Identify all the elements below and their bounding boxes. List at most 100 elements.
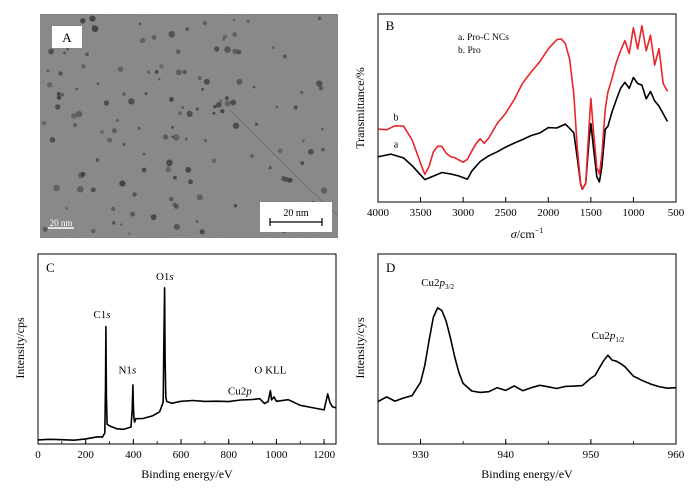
nanocrystal-dot bbox=[224, 100, 231, 107]
peak-annotation: Cu2p bbox=[228, 385, 252, 397]
panel-c-xps-survey-chart: 0 200 400 600 800 1000 1200 C C1s N1s O1s O KLLCu2p… bbox=[13, 253, 337, 481]
nanocrystal-dot bbox=[46, 69, 50, 73]
panel-b-label-box bbox=[380, 16, 400, 34]
legend-entry-a: a. Pro-C NCs bbox=[458, 33, 509, 43]
nanocrystal-dot bbox=[42, 226, 48, 232]
plot-frame bbox=[37, 253, 337, 445]
x-tick-label: 600 bbox=[173, 449, 190, 461]
nanocrystal-dot bbox=[275, 105, 279, 109]
nanocrystal-dot bbox=[252, 85, 256, 89]
nanocrystal-dot bbox=[195, 220, 199, 224]
nanocrystal-dot bbox=[141, 167, 147, 173]
nanocrystal-dot bbox=[95, 158, 100, 162]
nanocrystal-dot bbox=[197, 76, 202, 81]
nanocrystal-dot bbox=[246, 19, 250, 23]
nanocrystal-dot bbox=[232, 32, 237, 37]
panel-d-label: D bbox=[386, 260, 395, 275]
inset-scale-bar-label: 20 nm bbox=[283, 208, 309, 219]
nanocrystal-dot bbox=[56, 95, 62, 100]
nanocrystal-dot bbox=[116, 119, 119, 122]
nanocrystal-dot bbox=[220, 109, 225, 114]
nanocrystal-dot bbox=[196, 194, 203, 201]
nanocrystal-dot bbox=[112, 221, 116, 225]
panel-b-label: B bbox=[386, 18, 395, 33]
nanocrystal-dot bbox=[230, 99, 237, 106]
nanocrystal-dot bbox=[100, 130, 104, 134]
nanocrystal-dot bbox=[203, 139, 207, 142]
nanocrystal-dot bbox=[166, 159, 173, 167]
y-axis-label: Intensity/cys bbox=[353, 317, 367, 379]
nanocrystal-dot bbox=[130, 211, 136, 217]
nanocrystal-dot bbox=[250, 154, 254, 158]
nanocrystal-dot bbox=[91, 24, 95, 28]
nanocrystal-dot bbox=[185, 166, 192, 173]
peak-annotation: Cu2p3/2 bbox=[421, 277, 454, 291]
y-axis-label: Transmittance/% bbox=[353, 67, 367, 149]
nanocrystal-dot bbox=[48, 48, 54, 55]
nanocrystal-dot bbox=[111, 206, 116, 212]
nanocrystal-dot bbox=[168, 31, 175, 38]
nanocrystal-dot bbox=[128, 232, 131, 235]
series-line-spectrum bbox=[37, 287, 337, 441]
nanocrystal-dot bbox=[151, 35, 157, 40]
nanocrystal-dot bbox=[91, 25, 99, 33]
nanocrystal-dot bbox=[186, 110, 193, 117]
bottom-scale-bar-label: 20 nm bbox=[50, 218, 73, 228]
nanocrystal-dot bbox=[172, 202, 177, 207]
nanocrystal-dot bbox=[268, 166, 272, 170]
tem-image-background bbox=[40, 14, 338, 238]
panel-b-ftir-chart: 4000 3500 3000 2500 2000 1500 1000 500 Ba. Pro-C… bbox=[353, 13, 685, 241]
nanocrystal-dot bbox=[55, 104, 61, 110]
nanocrystal-dot bbox=[111, 128, 117, 134]
nanocrystal-dot bbox=[254, 122, 259, 127]
peak-annotation: Cu2p1/2 bbox=[591, 330, 624, 344]
nanocrystal-dot bbox=[173, 203, 179, 209]
nanocrystal-dot bbox=[91, 228, 96, 234]
nanocrystal-dot bbox=[182, 70, 187, 75]
nanocrystal-dot bbox=[224, 46, 231, 53]
nanocrystal-dot bbox=[71, 113, 77, 119]
nanocrystal-dot bbox=[139, 37, 146, 44]
nanocrystal-dot bbox=[119, 180, 126, 187]
peak-annotation: N1s bbox=[118, 364, 136, 376]
nanocrystal-dot bbox=[41, 121, 47, 126]
peak-annotation: O KLL bbox=[254, 364, 286, 376]
x-tick-label: 1000 bbox=[622, 207, 645, 219]
x-tick-label: 4000 bbox=[367, 207, 390, 219]
nanocrystal-dot bbox=[212, 111, 216, 115]
nanocrystal-dots bbox=[41, 15, 328, 235]
nanocrystal-dot bbox=[144, 92, 148, 95]
nanocrystal-dot bbox=[117, 66, 124, 72]
nanocrystal-dot bbox=[162, 134, 169, 140]
nanocrystal-dot bbox=[271, 45, 275, 50]
nanocrystal-dot bbox=[173, 175, 177, 180]
nanocrystal-dot bbox=[214, 46, 220, 52]
nanocrystal-dot bbox=[320, 187, 328, 194]
x-tick-label: 0 bbox=[35, 449, 41, 461]
nanocrystal-dot bbox=[138, 22, 142, 26]
series-label-a: a bbox=[394, 139, 399, 150]
nanocrystal-dot bbox=[236, 78, 243, 85]
x-tick-label: 2500 bbox=[495, 207, 518, 219]
x-tick-label: 3000 bbox=[452, 207, 475, 219]
nanocrystal-dot bbox=[300, 161, 305, 166]
series-line-spectrum bbox=[377, 307, 677, 403]
peak-annotation: C1s bbox=[93, 309, 110, 321]
nanocrystal-dot bbox=[75, 87, 79, 91]
series-line-b bbox=[377, 25, 669, 190]
nanocrystal-dot bbox=[58, 71, 63, 76]
nanocrystal-dot bbox=[90, 187, 96, 193]
nanocrystal-dot bbox=[211, 158, 217, 164]
nanocrystal-dot bbox=[199, 229, 205, 235]
x-tick-label: 1000 bbox=[265, 449, 288, 461]
nanocrystal-dot bbox=[178, 111, 183, 116]
nanocrystal-dot bbox=[66, 47, 70, 51]
nanocrystal-dot bbox=[169, 196, 174, 202]
x-tick-label: 2000 bbox=[537, 207, 560, 219]
nanocrystal-dot bbox=[317, 16, 322, 21]
nanocrystal-dot bbox=[85, 52, 89, 56]
nanocrystal-dot bbox=[80, 18, 86, 24]
nanocrystal-dot bbox=[158, 78, 161, 81]
nanocrystal-dot bbox=[120, 223, 123, 226]
